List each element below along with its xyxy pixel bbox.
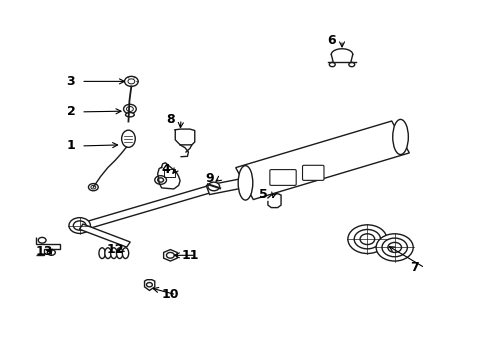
Ellipse shape xyxy=(110,248,117,258)
Text: 5: 5 xyxy=(259,188,267,201)
Polygon shape xyxy=(74,186,212,232)
Circle shape xyxy=(155,176,166,184)
Circle shape xyxy=(375,234,412,261)
Polygon shape xyxy=(206,175,260,194)
Text: 8: 8 xyxy=(166,113,175,126)
Text: 3: 3 xyxy=(66,75,75,88)
Text: 7: 7 xyxy=(409,261,418,274)
Text: 13: 13 xyxy=(36,245,53,258)
Circle shape xyxy=(381,238,407,257)
Circle shape xyxy=(359,234,374,244)
Text: 4: 4 xyxy=(161,163,170,176)
Circle shape xyxy=(207,182,219,191)
FancyBboxPatch shape xyxy=(269,170,296,185)
Polygon shape xyxy=(144,280,155,291)
Text: 9: 9 xyxy=(205,172,214,185)
Ellipse shape xyxy=(104,248,111,258)
Text: 1: 1 xyxy=(66,139,75,152)
Ellipse shape xyxy=(99,248,105,258)
Ellipse shape xyxy=(392,120,407,154)
Polygon shape xyxy=(163,249,177,261)
Text: 6: 6 xyxy=(327,33,335,47)
Circle shape xyxy=(353,229,380,249)
Polygon shape xyxy=(79,224,130,247)
FancyBboxPatch shape xyxy=(302,165,324,180)
Text: 2: 2 xyxy=(66,105,75,118)
Ellipse shape xyxy=(122,130,135,147)
Text: 11: 11 xyxy=(181,249,198,262)
Circle shape xyxy=(124,76,138,86)
Ellipse shape xyxy=(122,248,128,258)
Ellipse shape xyxy=(238,166,252,200)
Circle shape xyxy=(69,218,90,233)
Circle shape xyxy=(88,184,98,191)
Ellipse shape xyxy=(125,113,134,117)
Circle shape xyxy=(387,242,401,252)
Circle shape xyxy=(347,225,386,253)
Text: 12: 12 xyxy=(107,243,124,256)
Polygon shape xyxy=(235,121,408,199)
Circle shape xyxy=(123,104,136,114)
Ellipse shape xyxy=(116,248,122,258)
Text: 10: 10 xyxy=(161,288,179,301)
